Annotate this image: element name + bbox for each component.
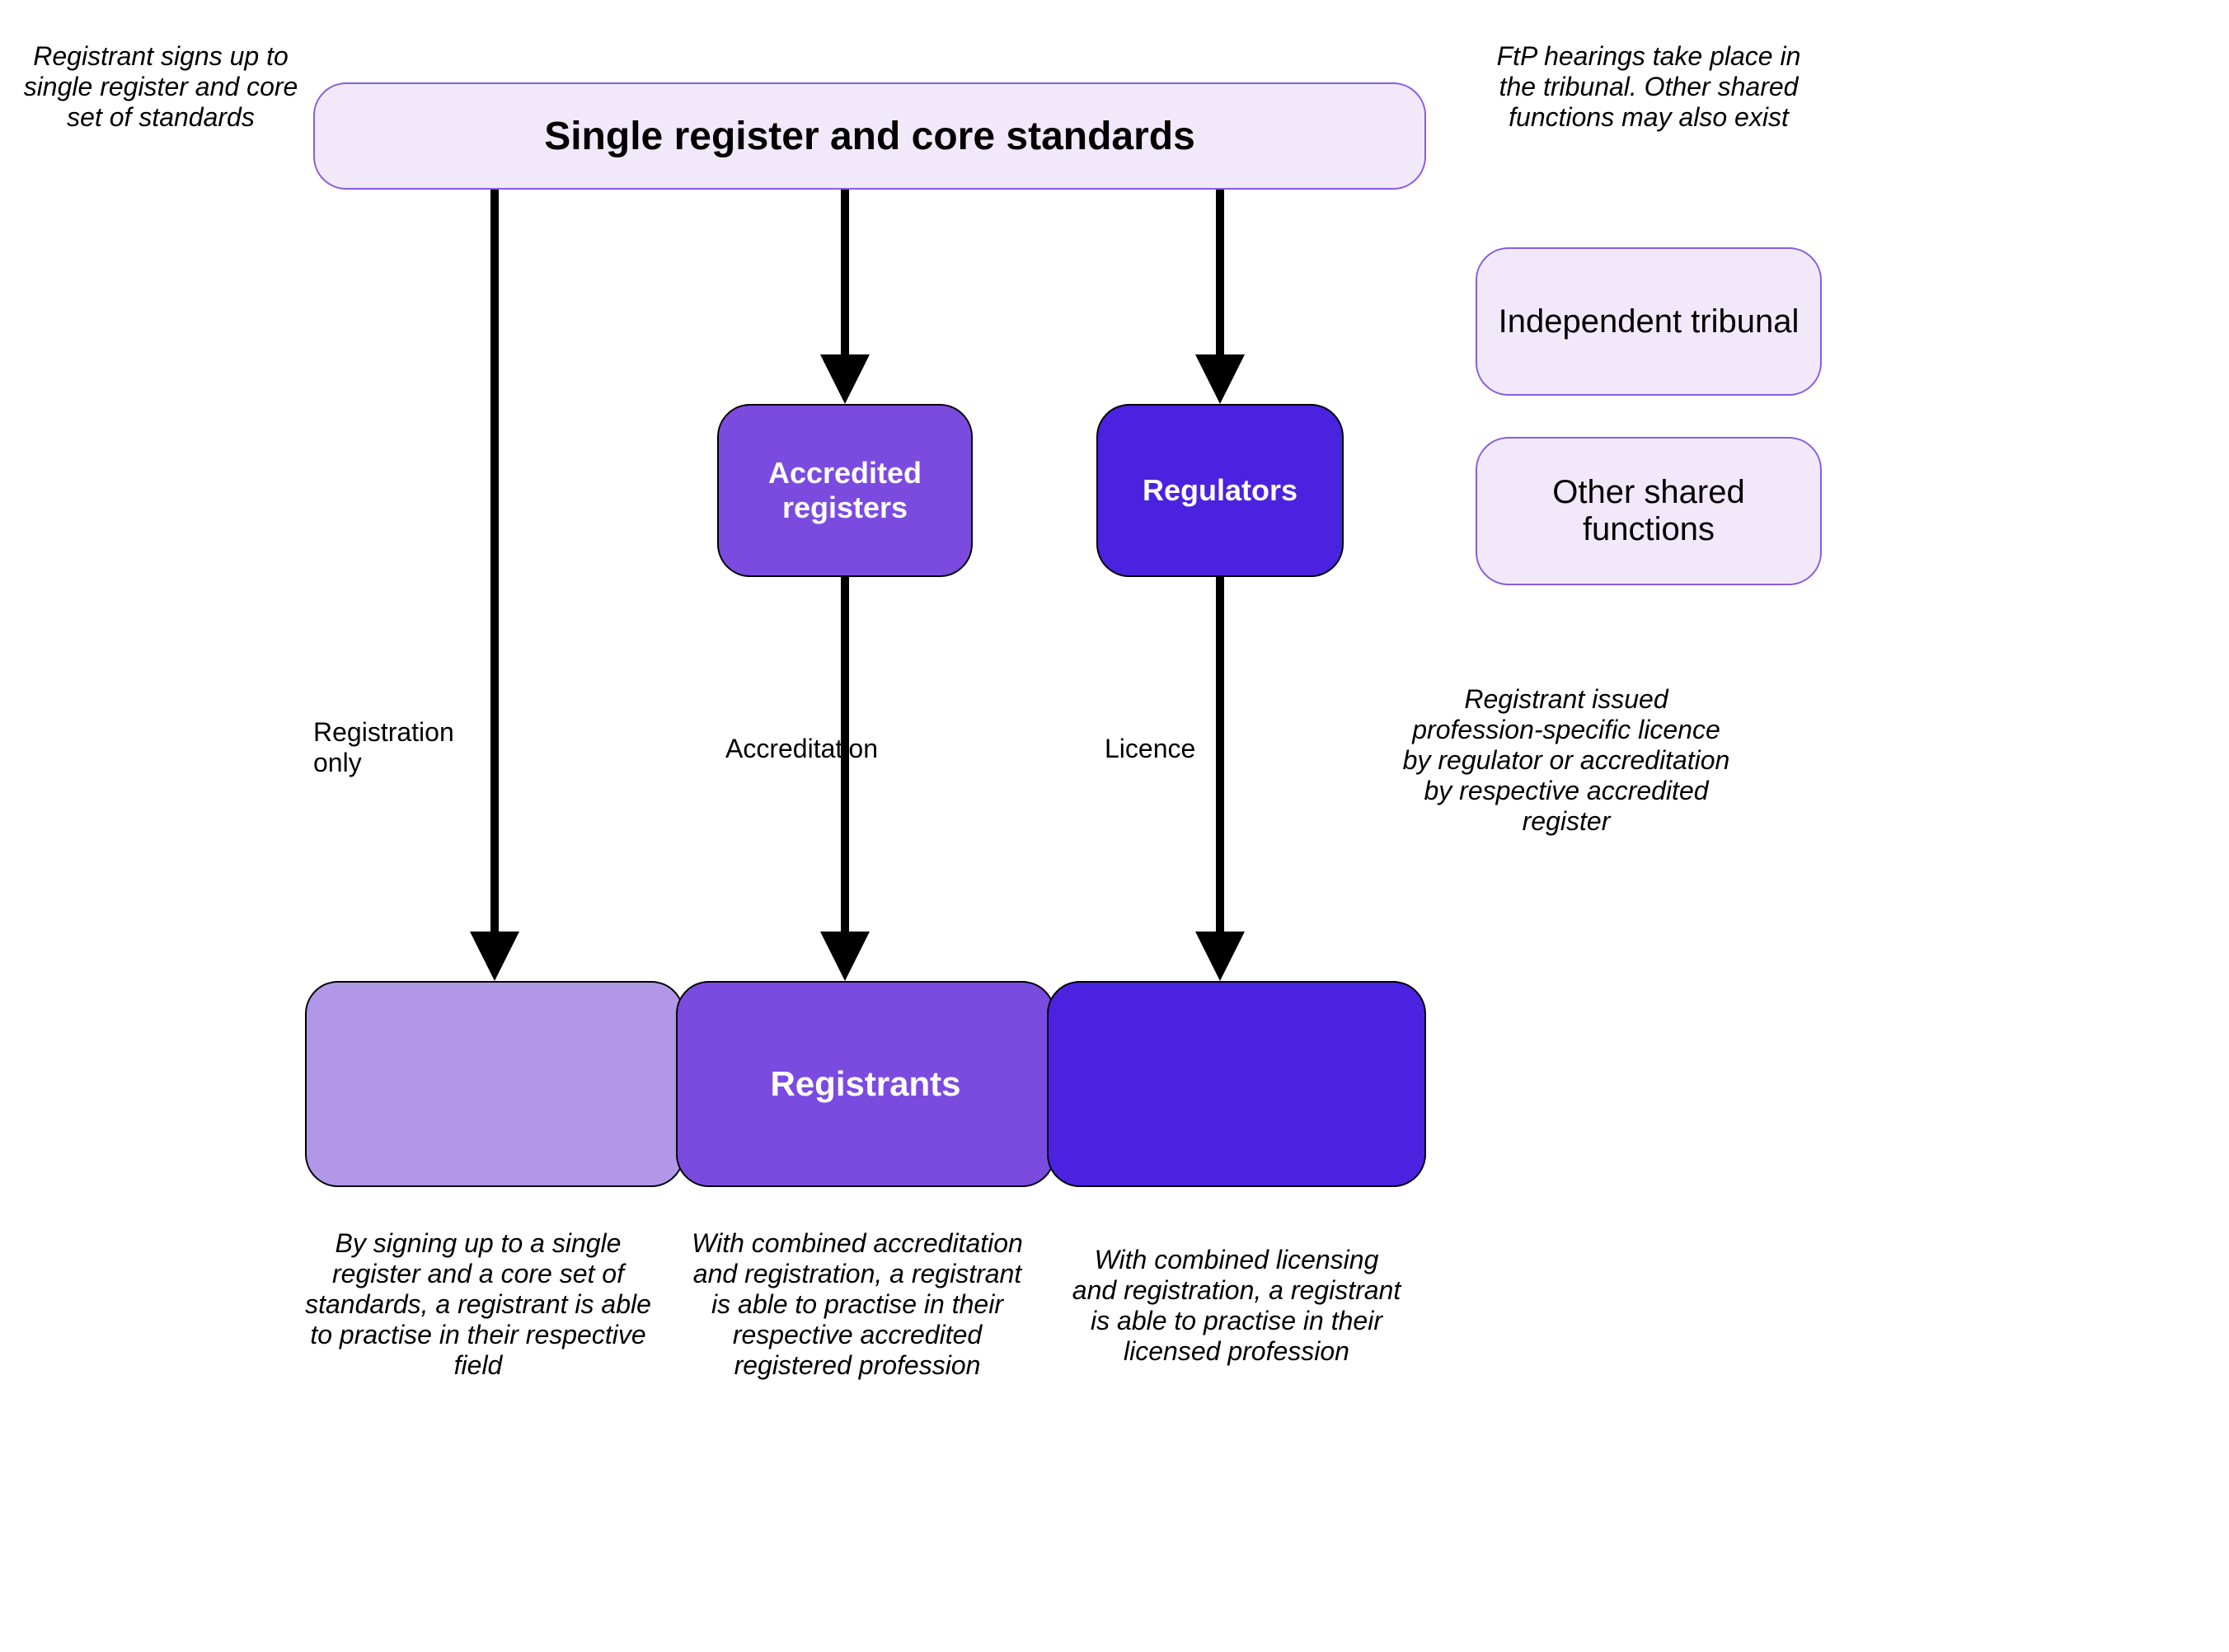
node-other-shared: Other shared functions: [1476, 437, 1822, 585]
annotation-bottom-mid: With combined accreditation and registra…: [684, 1228, 1030, 1381]
annotation-bottom-right: With combined licensing and registration…: [1072, 1245, 1401, 1367]
node-registrants-mid-label: Registrants: [770, 1064, 960, 1104]
annotation-mid-right-text: Registrant issued profession-specific li…: [1403, 684, 1730, 836]
annotation-top-right: FtP hearings take place in the tribunal.…: [1476, 41, 1822, 133]
annotation-bottom-left: By signing up to a single register and a…: [297, 1228, 659, 1381]
node-single-register: Single register and core standards: [313, 82, 1426, 190]
edge-label-licence-text: Licence: [1105, 734, 1195, 763]
node-other-shared-label: Other shared functions: [1477, 474, 1820, 548]
node-accredited-registers-label: Accredited registers: [719, 456, 971, 525]
node-single-register-label: Single register and core standards: [544, 114, 1195, 159]
edge-label-accreditation: Accreditation: [725, 734, 931, 764]
annotation-bottom-right-text: With combined licensing and registration…: [1072, 1245, 1401, 1366]
edge-label-registration-only: Registration only: [313, 717, 503, 778]
node-accredited-registers: Accredited registers: [717, 404, 973, 577]
edge-label-licence: Licence: [1105, 734, 1269, 764]
annotation-top-left-text: Registrant signs up to single register a…: [24, 41, 298, 132]
annotation-top-right-text: FtP hearings take place in the tribunal.…: [1497, 41, 1801, 132]
annotation-mid-right: Registrant issued profession-specific li…: [1401, 684, 1731, 837]
node-regulators: Regulators: [1096, 404, 1344, 577]
node-registrants-right: [1047, 981, 1426, 1187]
annotation-top-left: Registrant signs up to single register a…: [16, 41, 305, 133]
node-independent-tribunal: Independent tribunal: [1476, 247, 1822, 396]
arrow-top-to-registrants-left: [0, 0, 2229, 1652]
node-registrants-left: [305, 981, 684, 1187]
node-registrants-mid: Registrants: [676, 981, 1055, 1187]
node-regulators-label: Regulators: [1143, 473, 1298, 508]
node-independent-tribunal-label: Independent tribunal: [1482, 303, 1816, 340]
edge-label-accreditation-text: Accreditation: [725, 734, 878, 763]
annotation-bottom-mid-text: With combined accreditation and registra…: [692, 1228, 1023, 1380]
edge-label-registration-only-text: Registration only: [313, 717, 454, 777]
annotation-bottom-left-text: By signing up to a single register and a…: [305, 1228, 651, 1380]
